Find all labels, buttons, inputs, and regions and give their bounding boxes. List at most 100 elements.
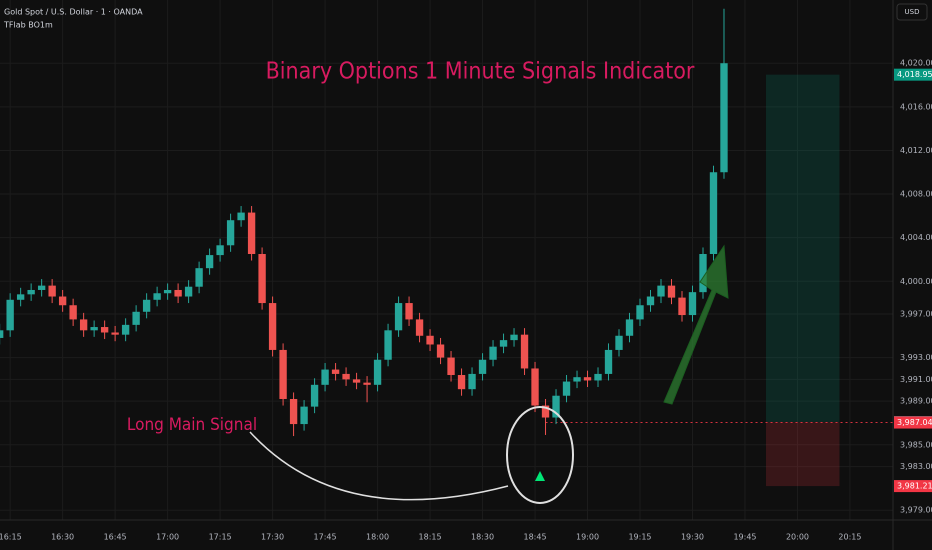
stop-zone [765,422,840,487]
y-tick-label: 3,979.000 [900,506,932,515]
candle-body [688,292,697,316]
x-tick-label: 16:45 [104,533,127,542]
candle-body [426,335,434,345]
candle-body [415,319,424,336]
x-tick-label: 18:45 [523,533,546,542]
candle-body [436,344,445,358]
candle-body [625,319,634,336]
candle-body [258,254,266,304]
y-tick-label: 3,989.000 [900,397,932,406]
candle-body [594,373,602,381]
x-tick-label: 19:45 [733,533,756,542]
target-zone [765,74,840,423]
y-tick-label: 3,985.000 [900,440,932,449]
candle-body [16,294,25,300]
x-tick-label: 18:15 [419,533,442,542]
y-tick-label: 4,004.000 [900,233,932,242]
candle-body [321,369,329,385]
candle-body [100,327,109,333]
candle-body [237,212,245,221]
price-badge-label: 4,018.950 [897,70,932,79]
candle-body [552,395,560,418]
x-tick-label: 16:15 [0,533,22,542]
x-tick-label: 19:15 [628,533,651,542]
candle-body [363,382,371,385]
candle-body [342,373,350,380]
candle-body [447,357,455,376]
candle-body [37,285,46,290]
y-tick-label: 3,997.000 [900,309,932,318]
x-tick-label: 17:15 [209,533,232,542]
x-tick-label: 18:00 [366,533,389,542]
candle-body [69,305,77,320]
candle-body [27,289,35,295]
candle-body [457,375,466,390]
candle-body [174,289,182,297]
annotation-curve [249,431,509,501]
candle-body [604,349,613,374]
candle-body [58,296,67,306]
x-tick-label: 20:00 [786,533,809,542]
price-badge-label: 3,987.040 [897,418,932,427]
candle-body [573,377,581,382]
y-tick-label: 3,991.000 [900,375,932,384]
candle-body [310,384,319,407]
chart-title: Binary Options 1 Minute Signals Indicato… [266,59,695,85]
candle-body [657,285,665,297]
x-tick-label: 17:30 [261,533,284,542]
candle-body [205,255,214,269]
currency[interactable]: USD [905,8,920,16]
indicator: TFlab BO1m [3,21,53,30]
arrow [663,244,729,405]
price-badge [894,480,932,493]
candle-body [615,335,623,350]
candle-body [489,346,497,360]
x-tick-label: 18:30 [471,533,494,542]
x-tick-label: 19:30 [681,533,704,542]
candle-body [279,349,287,399]
candle-body [678,297,686,316]
candle-body [384,330,392,360]
axes: 4,020.000 4,016.000 4,012.000 4,008.000 4,00… [0,59,932,542]
grid [0,0,893,520]
price-badge [894,416,932,429]
candle-body [142,299,151,312]
candle-body [373,359,382,385]
candle-body [0,330,4,338]
x-tick-label: 17:00 [156,533,179,542]
candle-body [667,285,676,298]
candle-body [331,369,340,374]
candle-body [226,220,235,246]
candle-body [646,296,655,306]
currency-box[interactable] [896,3,928,21]
price-badge-label: 3,981.211 [897,482,932,491]
candle-body [300,406,308,425]
y-tick-label: 4,020.000 [900,59,932,68]
price-badge [894,68,932,81]
x-tick-label: 17:45 [314,533,337,542]
candle-body [478,359,487,374]
candle-body [289,398,298,425]
signal-marker [535,471,545,481]
annotation: Long Main Signal [127,415,257,435]
candle-body [121,324,130,335]
candle-body [531,368,539,406]
candle-body [699,254,707,293]
candle-body [163,289,172,294]
y-tick-label: 3,993.000 [900,353,932,362]
candles [0,8,728,437]
candle-body [90,327,98,331]
candle-body [6,299,14,331]
candle-body [153,293,161,300]
candle-body [184,286,193,297]
candle-body [132,311,140,325]
symbol: Gold Spot / U.S. Dollar · 1 · OANDA [4,8,143,17]
candle-body [510,334,518,341]
candle-body [195,268,203,287]
candle-body [405,303,413,320]
x-tick-label: 20:15 [838,533,861,542]
candle-body [720,63,728,173]
